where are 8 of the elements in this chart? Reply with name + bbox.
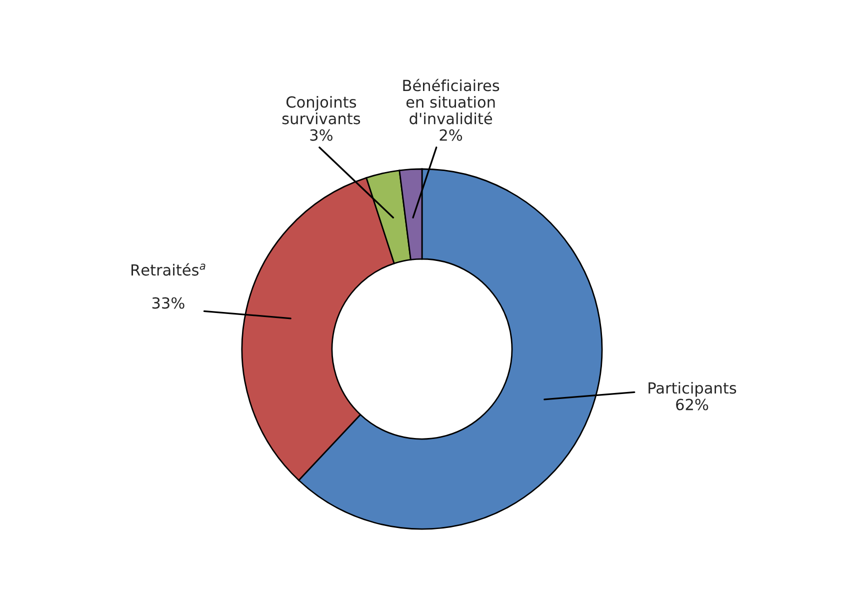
slice-label: Bénéficiaires en situation d'invalidité: [403, 78, 500, 124]
data-label: 2%: [440, 129, 462, 141]
slice-label: Conjoints survivants: [282, 96, 360, 124]
slice-label: Participants: [648, 382, 736, 397]
slice-label: Retraités$^{a}$: [132, 263, 206, 276]
data-label: 62%: [676, 398, 708, 410]
data-label: 3%: [310, 129, 332, 141]
data-label: 33%: [152, 297, 184, 309]
